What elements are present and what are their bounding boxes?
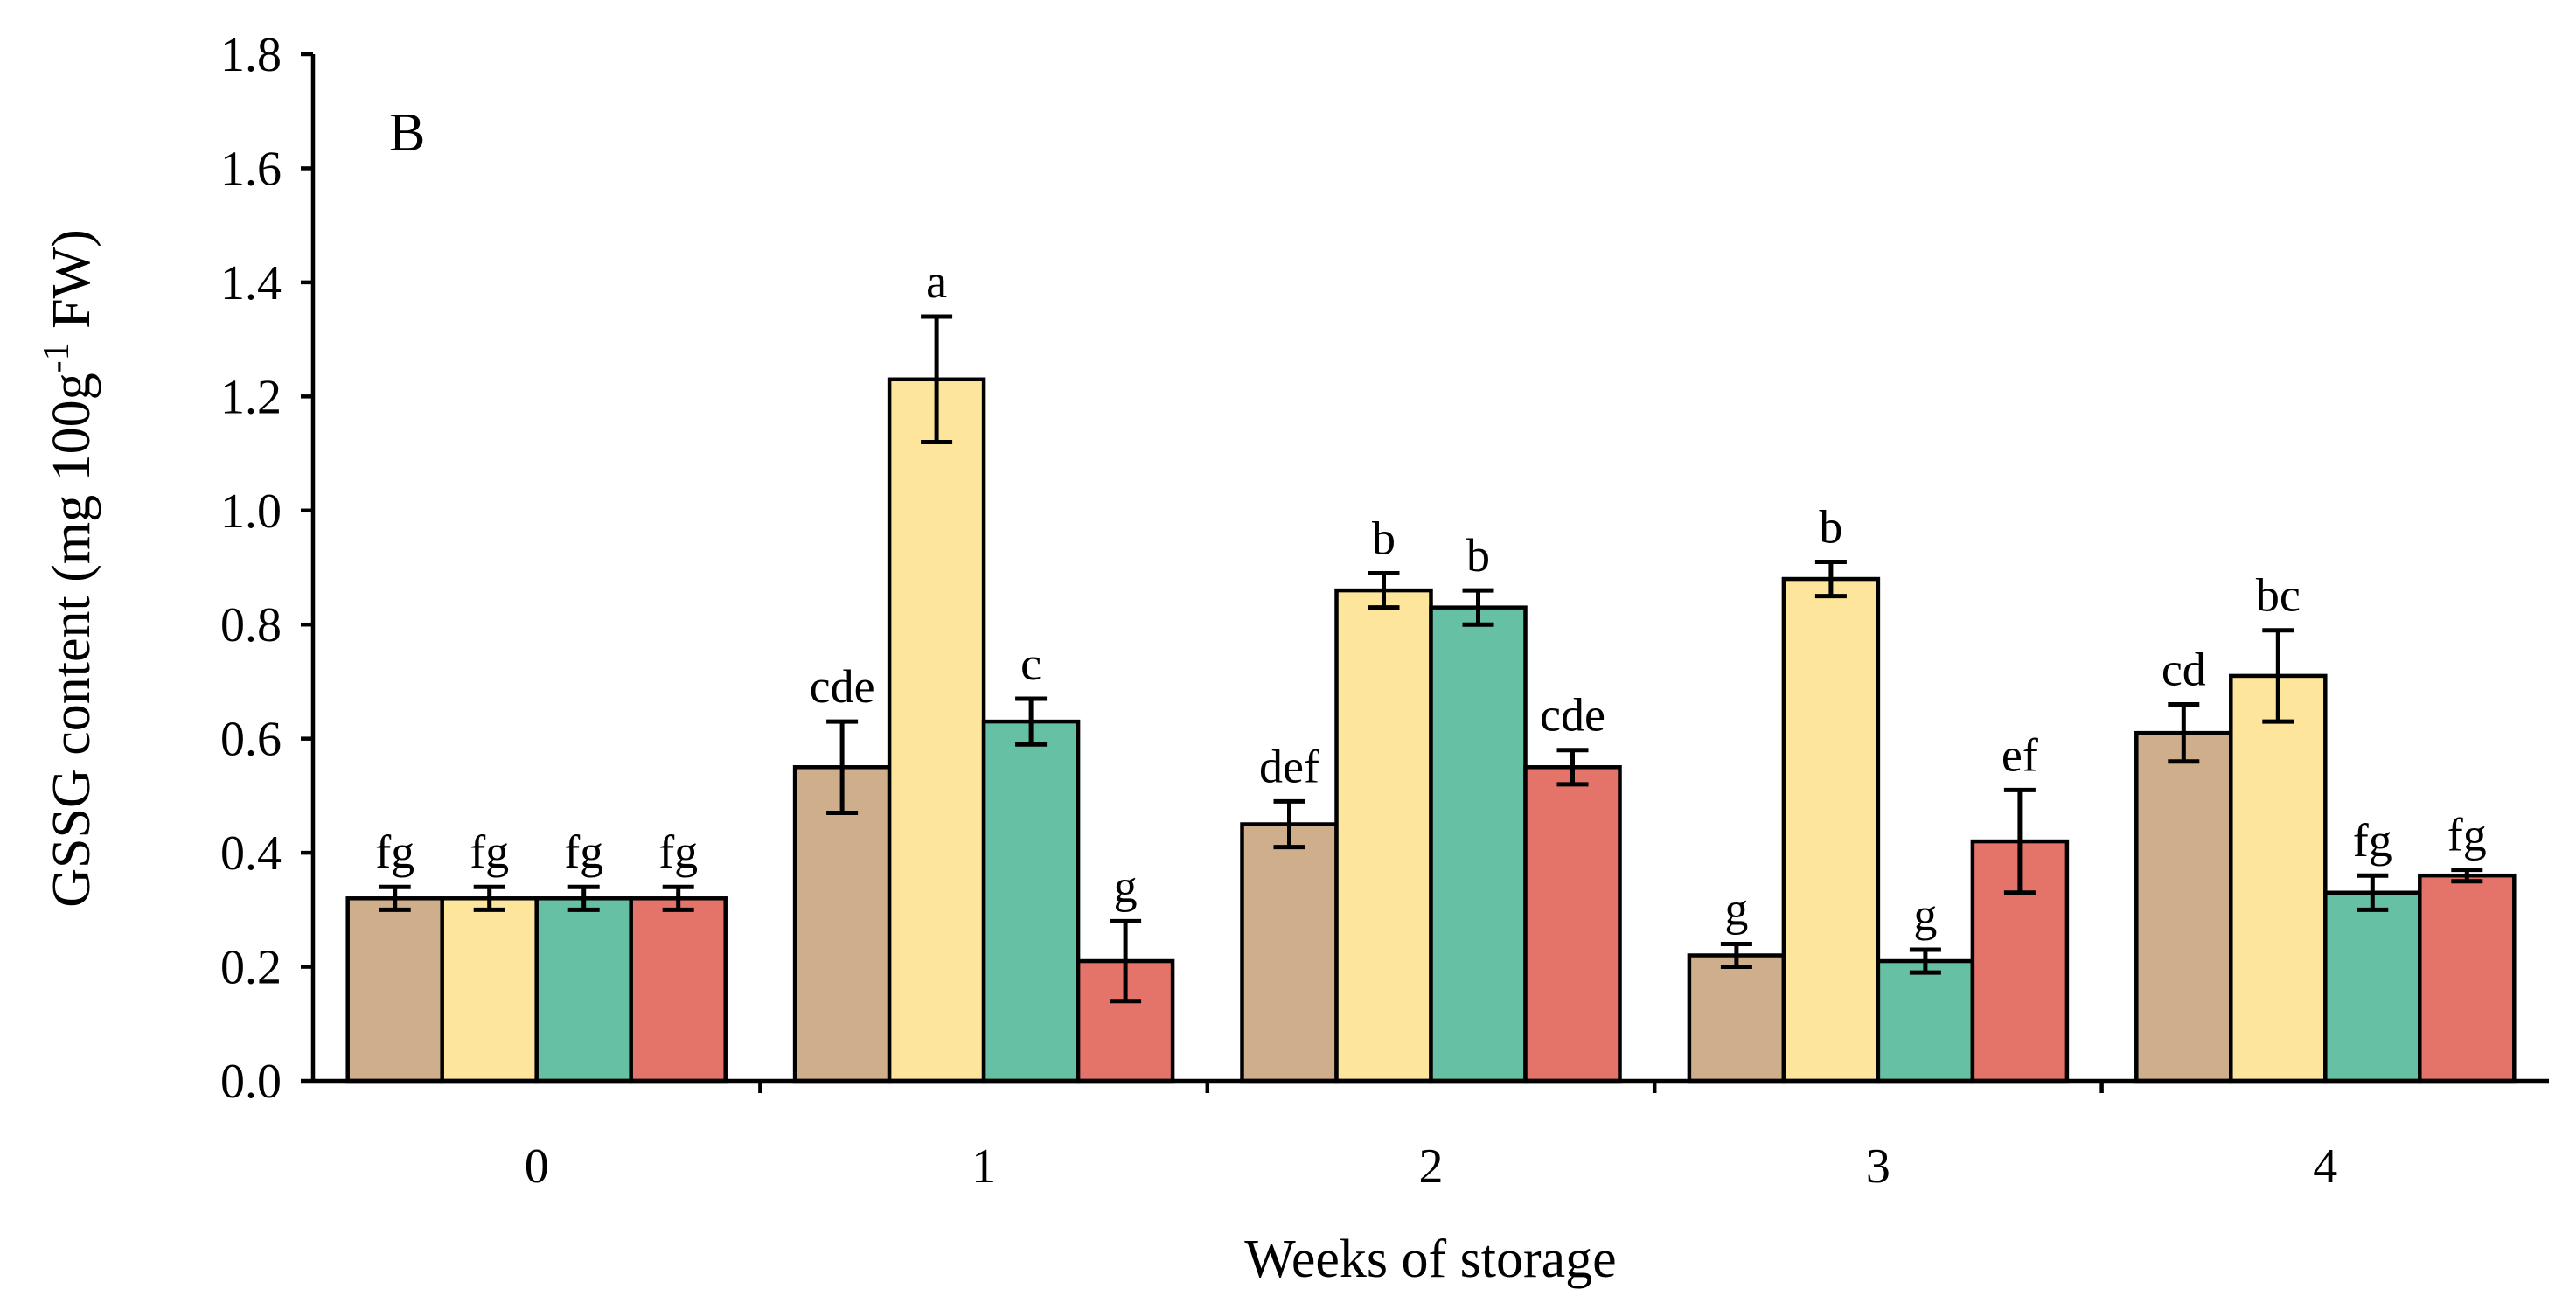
error-bar-series-2-week-4 bbox=[2262, 628, 2294, 724]
significance-label-series-4-week-3: ef bbox=[2002, 728, 2038, 781]
x-tick-label-week-2: 2 bbox=[1419, 1139, 1444, 1194]
error-bar-series-1-week-1 bbox=[826, 719, 859, 815]
x-axis-title: Weeks of storage bbox=[1244, 1230, 1616, 1289]
significance-label-series-4-week-1: g bbox=[1114, 860, 1138, 912]
y-ticks-layer: 0.0 0.2 0.4 0.6 0.8 1.0 1.2 1.4 1.6 1.8 bbox=[220, 28, 313, 1109]
error-bar-series-2-week-0 bbox=[473, 884, 505, 912]
significance-label-series-4-week-4: fg bbox=[2447, 809, 2487, 861]
error-bar-series-3-week-3 bbox=[1909, 947, 1941, 975]
error-bar-series-2-week-2 bbox=[1368, 571, 1400, 610]
error-bar-series-3-week-1 bbox=[1015, 696, 1048, 747]
x-ticks-layer: 0 1 2 3 4 bbox=[525, 1081, 2337, 1194]
y-tick-label: 0.6 bbox=[220, 713, 282, 767]
significance-label-series-1-week-4: cd bbox=[2162, 644, 2206, 696]
error-bar-series-2-week-3 bbox=[1814, 559, 1847, 599]
y-tick-label: 1.4 bbox=[220, 256, 282, 310]
x-tick-label-week-1: 1 bbox=[971, 1139, 996, 1194]
significance-label-series-1-week-0: fg bbox=[375, 826, 414, 878]
significance-label-series-2-week-1: a bbox=[926, 255, 947, 308]
error-bar-series-4-week-2 bbox=[1556, 748, 1589, 787]
error-bar-series-4-week-4 bbox=[2451, 868, 2483, 884]
error-bar-series-3-week-0 bbox=[567, 884, 600, 912]
y-tick-label: 1.8 bbox=[220, 28, 282, 82]
bar-series-4-week-4 bbox=[2418, 873, 2517, 1084]
error-bar-series-3-week-4 bbox=[2357, 873, 2389, 912]
bar-series-1-week-3 bbox=[1687, 953, 1786, 1084]
y-axis-title-main: GSSG content (mg 100g bbox=[42, 373, 101, 907]
error-bar-series-1-week-3 bbox=[1720, 941, 1752, 970]
y-tick-label: 1.0 bbox=[220, 484, 282, 539]
significance-label-series-3-week-2: b bbox=[1466, 529, 1490, 582]
significance-label-series-2-week-3: b bbox=[1819, 500, 1842, 553]
bar-series-3-week-3 bbox=[1876, 958, 1975, 1084]
significance-label-series-1-week-2: def bbox=[1259, 740, 1319, 792]
y-tick-label: 1.6 bbox=[220, 142, 282, 196]
error-bar-series-1-week-2 bbox=[1273, 798, 1305, 850]
axes-layer bbox=[310, 54, 2549, 1084]
bar-series-2-week-1 bbox=[887, 377, 986, 1084]
y-tick-label: 0.8 bbox=[220, 598, 282, 652]
error-bar-series-4-week-1 bbox=[1110, 918, 1142, 1004]
significance-label-series-3-week-0: fg bbox=[564, 826, 603, 878]
x-tick-label-week-4: 4 bbox=[2313, 1139, 2337, 1194]
bar-series-4-week-2 bbox=[1523, 765, 1622, 1084]
bar-series-1-week-4 bbox=[2134, 730, 2233, 1084]
y-tick-label: 0.2 bbox=[220, 941, 282, 995]
significance-label-series-2-week-2: b bbox=[1372, 512, 1396, 565]
bar-series-2-week-3 bbox=[1781, 576, 1881, 1084]
significance-label-series-2-week-4: bc bbox=[2256, 569, 2301, 622]
significance-label-series-2-week-0: fg bbox=[470, 826, 509, 878]
error-bar-series-3-week-2 bbox=[1462, 588, 1494, 627]
error-bar-series-4-week-3 bbox=[2003, 787, 2036, 895]
significance-labels-layer: fg cde def g cd fg a b b bc fg c b g fg fg g cde ef fg bbox=[375, 255, 2487, 941]
bar-series-3-week-1 bbox=[981, 719, 1081, 1084]
error-bar-series-1-week-0 bbox=[379, 884, 411, 912]
significance-label-series-4-week-0: fg bbox=[658, 826, 698, 878]
y-tick-label: 1.2 bbox=[220, 370, 282, 424]
y-axis-title-suffix: FW) bbox=[42, 229, 101, 342]
significance-label-series-3-week-4: fg bbox=[2353, 814, 2392, 867]
bar-series-4-week-0 bbox=[629, 896, 728, 1084]
bar-series-2-week-2 bbox=[1334, 588, 1433, 1084]
x-tick-label-week-0: 0 bbox=[525, 1139, 549, 1194]
y-axis-title: GSSG content (mg 100g-1 FW) bbox=[37, 229, 101, 908]
bar-series-3-week-2 bbox=[1429, 605, 1528, 1084]
error-bar-series-2-week-1 bbox=[921, 314, 953, 445]
bar-series-1-week-1 bbox=[792, 765, 892, 1084]
y-tick-label: 0.0 bbox=[220, 1055, 282, 1109]
bar-series-2-week-0 bbox=[440, 896, 539, 1084]
y-tick-label: 0.4 bbox=[220, 826, 282, 881]
significance-label-series-3-week-1: c bbox=[1020, 638, 1041, 690]
x-tick-label-week-3: 3 bbox=[1866, 1139, 1890, 1194]
error-bar-series-4-week-0 bbox=[662, 884, 694, 912]
bar-series-2-week-4 bbox=[2229, 673, 2328, 1084]
significance-label-series-3-week-3: g bbox=[1913, 888, 1937, 941]
bar-series-3-week-4 bbox=[2323, 890, 2422, 1084]
y-axis-title-superscript: -1 bbox=[37, 342, 77, 373]
error-bars-layer bbox=[379, 314, 2483, 1004]
bars-layer bbox=[345, 377, 2517, 1084]
significance-label-series-4-week-2: cde bbox=[1540, 689, 1605, 742]
significance-label-series-1-week-3: g bbox=[1724, 882, 1748, 935]
bar-series-1-week-0 bbox=[345, 896, 444, 1084]
bar-series-1-week-2 bbox=[1240, 822, 1339, 1084]
panel-label: B bbox=[389, 103, 425, 163]
significance-label-series-1-week-1: cde bbox=[810, 660, 875, 713]
bar-series-3-week-0 bbox=[534, 896, 633, 1084]
error-bar-series-1-week-4 bbox=[2168, 702, 2200, 764]
